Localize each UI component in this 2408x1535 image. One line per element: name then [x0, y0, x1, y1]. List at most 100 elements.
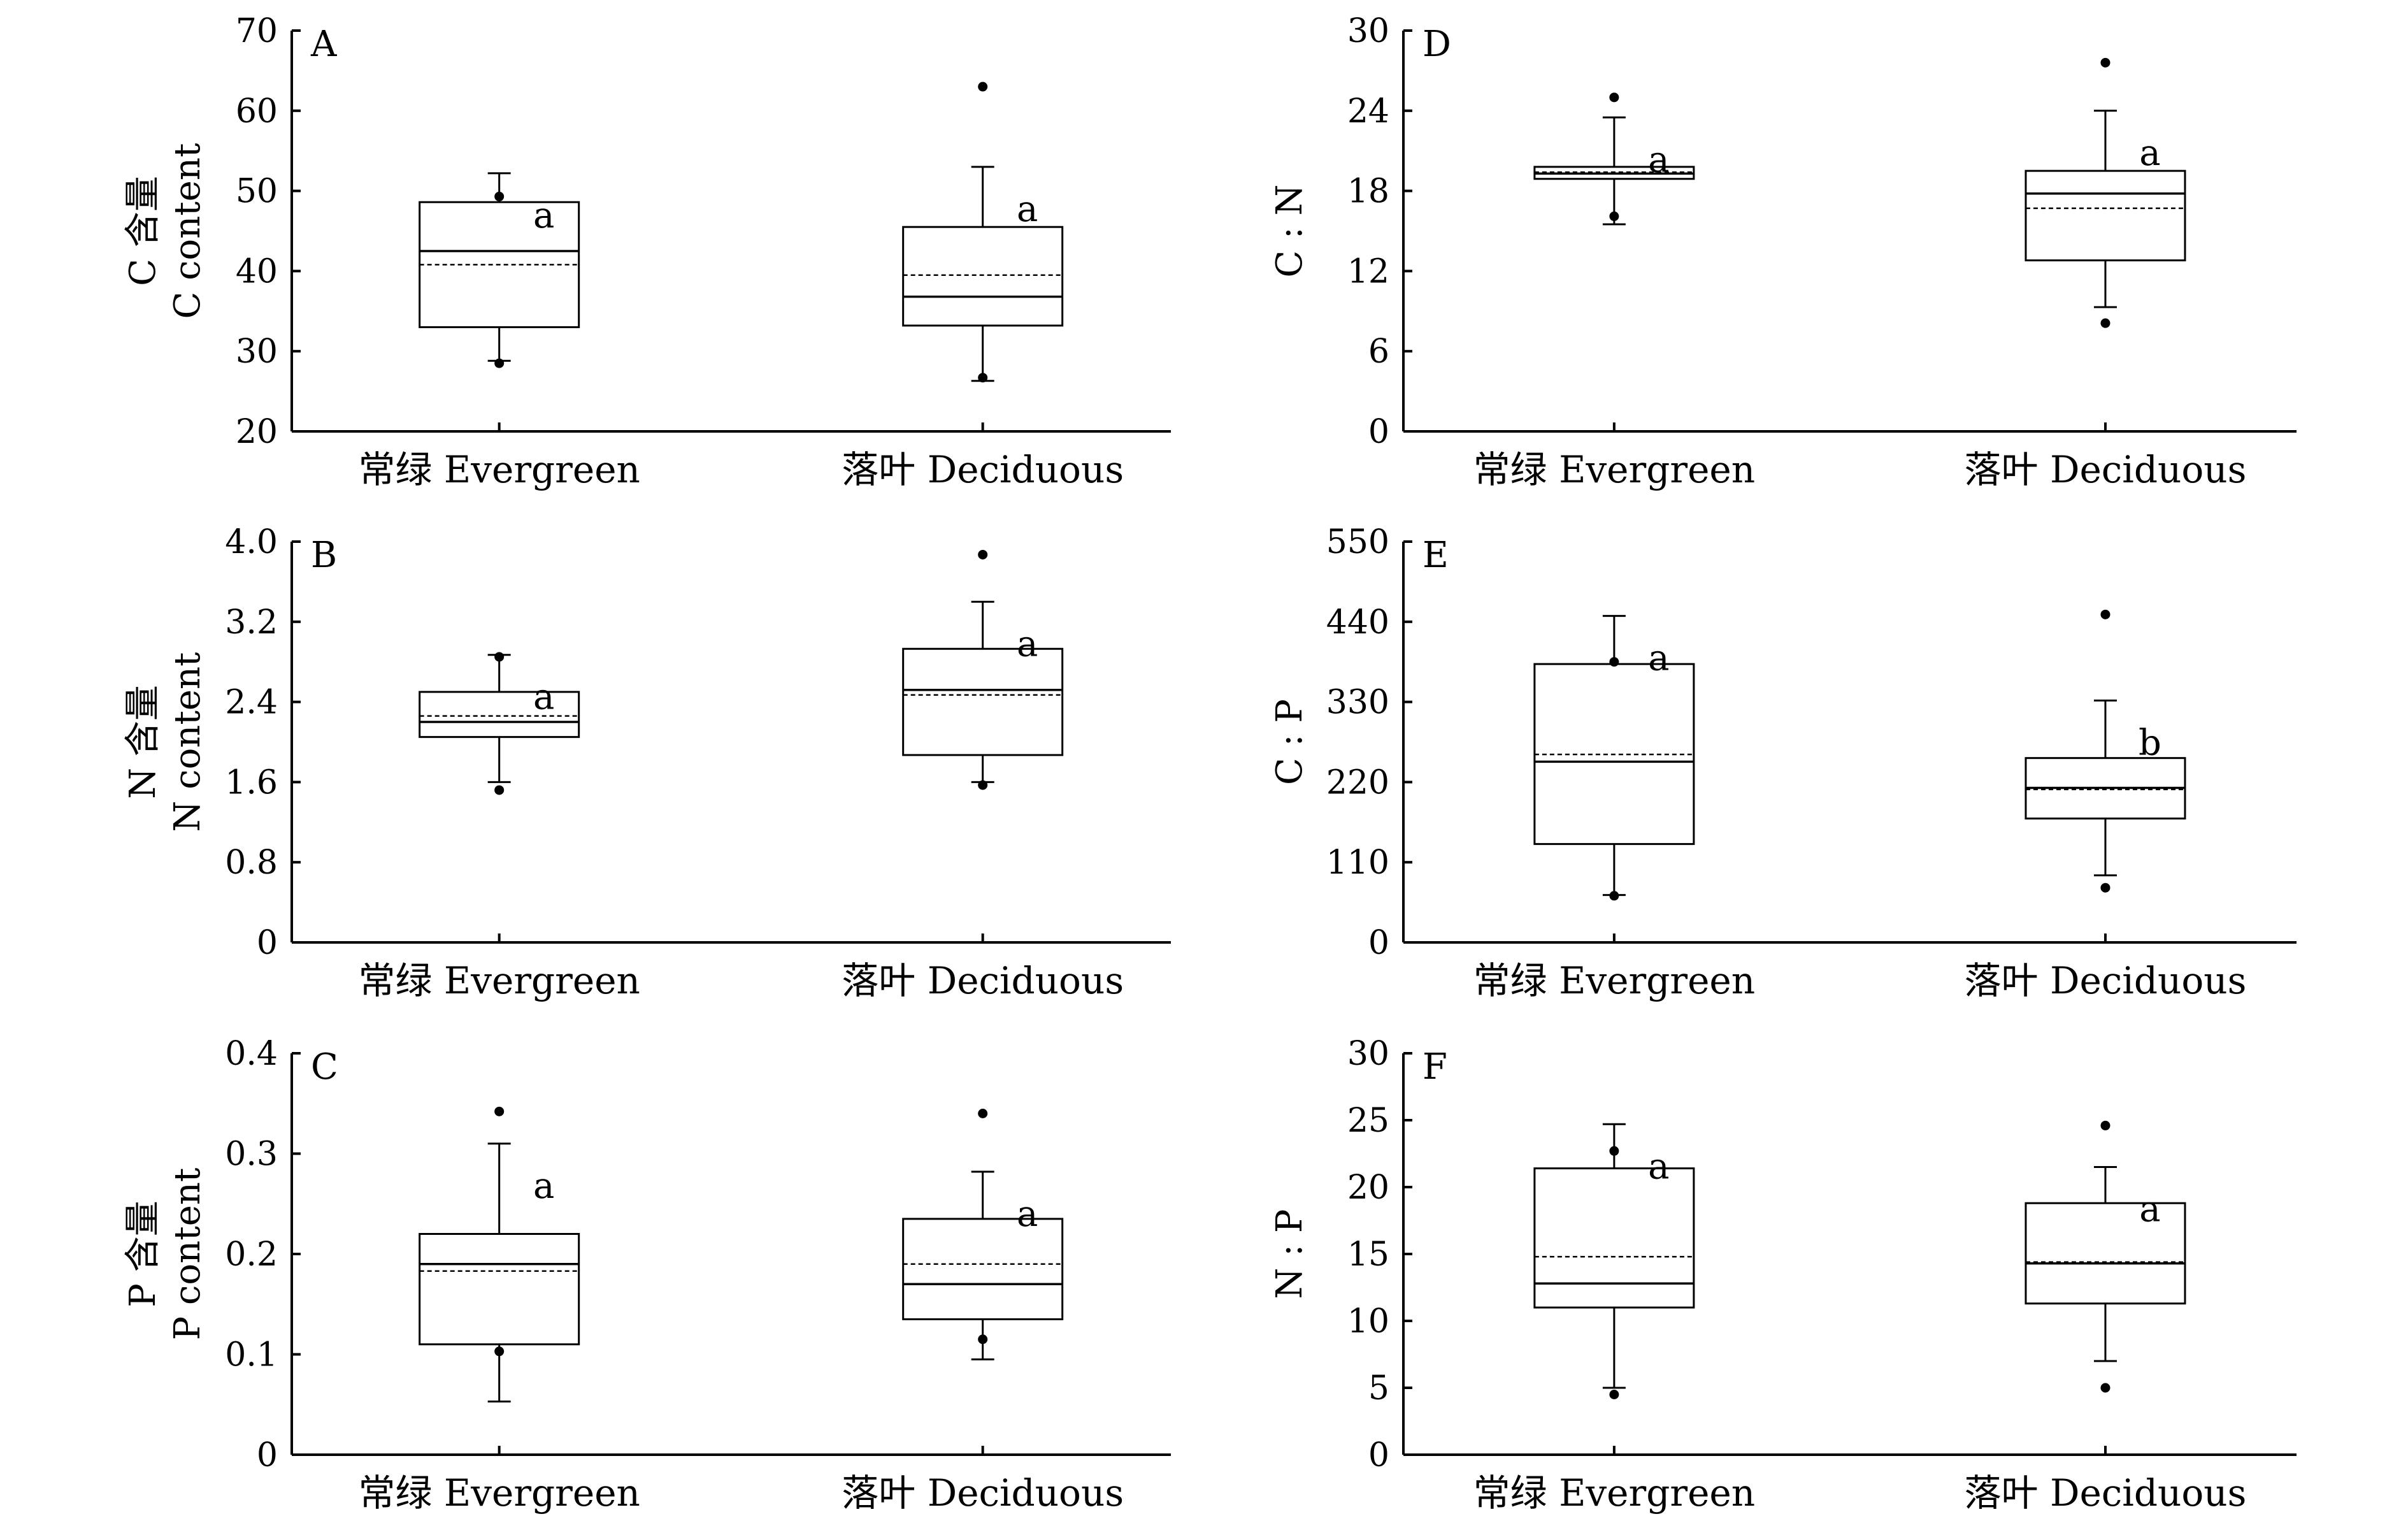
panel-letter: E: [1423, 535, 1449, 576]
category-label: 落叶 Deciduous: [842, 1471, 1124, 1515]
y-tick-label: 0: [1368, 924, 1389, 962]
box-group: a: [902, 1109, 1064, 1360]
y-tick-label: 0: [257, 1436, 278, 1474]
significance-letter: a: [1648, 139, 1669, 180]
y-axis-label: N : P: [1269, 1209, 1310, 1299]
y-tick-label: 440: [1326, 603, 1389, 642]
outlier-point: [978, 1334, 988, 1344]
outlier-point: [494, 785, 505, 795]
y-tick-label: 2.4: [225, 684, 278, 722]
y-tick-label: 4.0: [225, 523, 278, 561]
y-tick-label: 40: [236, 252, 278, 291]
y-tick-label: 6: [1368, 333, 1389, 371]
outlier-point: [1609, 657, 1619, 667]
box: [902, 647, 1064, 756]
box-group: a: [1533, 1123, 1695, 1399]
outlier-point: [978, 82, 988, 92]
outlier-point: [1609, 1146, 1619, 1156]
y-axis-label: C : N: [1269, 184, 1310, 277]
y-tick-label: 0: [1368, 413, 1389, 451]
outlier-point: [978, 549, 988, 559]
y-tick-label: 60: [236, 92, 278, 131]
significance-letter: a: [1017, 623, 1038, 665]
y-tick-label: 25: [1347, 1102, 1389, 1140]
significance-letter: b: [2139, 722, 2161, 763]
box-group: a: [419, 172, 580, 368]
box: [1533, 1167, 1695, 1309]
box: [2025, 1202, 2186, 1305]
y-tick-label: 10: [1347, 1302, 1389, 1341]
category-label: 常绿 Evergreen: [358, 448, 640, 491]
y-axis-label: N content: [167, 652, 208, 832]
panel-letter: A: [310, 24, 337, 65]
y-tick-label: 550: [1326, 523, 1389, 561]
y-axis-label: N 含量: [122, 685, 164, 799]
outlier-point: [2100, 318, 2111, 328]
significance-letter: a: [2139, 1189, 2160, 1230]
box-group: a: [2025, 1120, 2186, 1393]
y-tick-label: 20: [236, 413, 278, 451]
y-axis-label: P 含量: [122, 1200, 164, 1307]
panel-letter: F: [1423, 1046, 1447, 1088]
category-label: 落叶 Deciduous: [1965, 959, 2247, 1002]
significance-letter: a: [1648, 638, 1669, 679]
outlier-point: [494, 358, 505, 368]
y-tick-label: 220: [1326, 763, 1389, 802]
y-tick-label: 110: [1326, 844, 1389, 882]
y-axis-label: C 含量: [122, 176, 164, 286]
panel-c: 0 0.1 0.2 0.3 0.4 P 含量 P content C 常绿 Evergreen a…: [122, 1035, 1171, 1515]
category-label: 常绿 Evergreen: [1473, 959, 1755, 1002]
significance-letter: a: [533, 1165, 554, 1207]
outlier-point: [1609, 92, 1619, 103]
outlier-point: [494, 191, 505, 201]
panel-f: 0 5 10 15 20 25 30 N : P F 常绿 Evergreen a 落叶 Decidu…: [1269, 1035, 2297, 1515]
outlier-point: [2100, 57, 2111, 68]
outlier-point: [978, 373, 988, 383]
outlier-point: [1609, 1390, 1619, 1399]
outlier-point: [2100, 1120, 2111, 1130]
significance-letter: a: [533, 195, 554, 236]
y-tick-label: 24: [1347, 92, 1389, 131]
significance-letter: a: [2139, 133, 2160, 174]
y-tick-label: 30: [1347, 1035, 1389, 1073]
outlier-point: [2100, 609, 2111, 619]
box-group: a: [419, 1106, 580, 1403]
y-tick-label: 0: [257, 924, 278, 962]
category-label: 落叶 Deciduous: [842, 448, 1124, 491]
outlier-point: [1609, 211, 1619, 221]
y-axis-label: C content: [167, 143, 208, 319]
panel-letter: D: [1423, 24, 1451, 65]
outlier-point: [978, 1109, 988, 1118]
outlier-point: [1609, 891, 1619, 901]
y-tick-label: 0.8: [225, 844, 278, 882]
box-group: a: [1533, 92, 1695, 226]
box: [419, 691, 580, 739]
y-tick-label: 1.6: [225, 763, 278, 802]
category-label: 常绿 Evergreen: [358, 959, 640, 1002]
outlier-point: [978, 780, 988, 790]
significance-letter: a: [1648, 1146, 1669, 1187]
y-tick-label: 30: [1347, 12, 1389, 50]
y-tick-label: 0.1: [225, 1336, 278, 1374]
significance-letter: a: [533, 677, 554, 718]
y-tick-label: 70: [236, 12, 278, 50]
y-tick-label: 0.3: [225, 1135, 278, 1174]
outlier-point: [494, 1346, 505, 1357]
category-label: 常绿 Evergreen: [358, 1471, 640, 1515]
outlier-point: [494, 1106, 505, 1116]
category-label: 落叶 Deciduous: [1965, 1471, 2247, 1515]
panel-a: 20 30 40 50 60 70 C 含量 C content A 常绿 Evergreen a 落…: [122, 12, 1171, 491]
y-tick-label: 30: [236, 333, 278, 371]
box: [902, 1218, 1064, 1320]
outlier-point: [494, 652, 505, 662]
box-group: a: [902, 82, 1064, 383]
panel-letter: C: [311, 1046, 338, 1088]
panel-e: 0 110 220 330 440 550 C : P E 常绿 Evergreen a 落叶 De…: [1269, 523, 2297, 1002]
significance-letter: a: [1017, 1193, 1038, 1235]
y-tick-label: 20: [1347, 1169, 1389, 1207]
y-tick-label: 5: [1368, 1369, 1389, 1408]
category-label: 常绿 Evergreen: [1473, 448, 1755, 491]
box: [902, 226, 1064, 327]
panel-letter: B: [311, 535, 337, 576]
category-label: 落叶 Deciduous: [842, 959, 1124, 1002]
